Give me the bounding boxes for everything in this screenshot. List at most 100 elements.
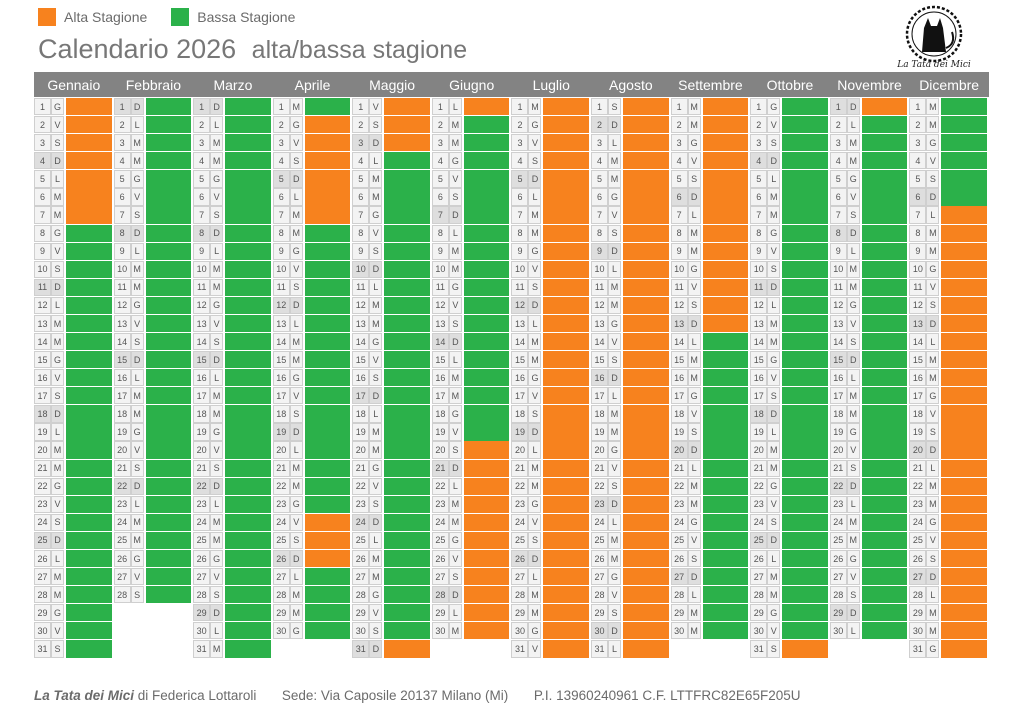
day-number: 10 — [431, 260, 449, 278]
bassa-season-bar — [702, 568, 749, 586]
day-row: 15 M — [511, 351, 591, 369]
bassa-season-bar — [304, 495, 351, 513]
alta-season-bar — [623, 477, 669, 495]
day-number: 22 — [511, 477, 529, 495]
alta-season-bar — [304, 531, 351, 550]
weekday-letter: S — [448, 568, 462, 586]
bassa-season-bar — [861, 242, 908, 260]
day-row: 11 M — [193, 278, 273, 296]
day-number: 22 — [909, 477, 927, 495]
bassa-season-bar — [782, 568, 828, 586]
weekday-letter: S — [528, 152, 542, 170]
weekday-letter: M — [289, 459, 303, 477]
day-row: 27 L — [511, 568, 591, 586]
day-number: 23 — [750, 495, 768, 513]
day-number: 2 — [909, 116, 927, 134]
bassa-season-bar — [463, 369, 510, 387]
weekday-letter: M — [926, 224, 940, 242]
day-row: 15 M — [670, 351, 751, 369]
weekday-letter: M — [289, 224, 303, 242]
day-row: 21 G — [352, 459, 432, 477]
alta-season-bar — [623, 369, 669, 387]
day-number: 14 — [750, 333, 768, 351]
day-number: 27 — [670, 568, 688, 586]
day-number: 27 — [352, 568, 370, 586]
weekday-letter: S — [926, 549, 940, 568]
day-row: 12 G — [193, 296, 273, 315]
weekday-letter: S — [130, 333, 144, 351]
month-maggio: Maggio 1 V 2 S 3 D 4 L 5 M 6 M 7 G 8 V 9 S 10 D 11 L 12 M 13 M 14 G 1… — [352, 72, 432, 664]
bassa-season-bar — [66, 314, 112, 333]
alta-season-bar — [623, 170, 669, 188]
day-number: 29 — [670, 604, 688, 622]
month-header: Marzo — [193, 72, 273, 97]
weekday-letter: D — [448, 586, 462, 604]
weekday-letter: G — [846, 296, 860, 315]
day-row: 11 L — [352, 278, 432, 296]
month-header: Dicembre — [909, 72, 989, 97]
day-number: 25 — [113, 531, 131, 550]
bassa-season-bar — [225, 459, 271, 477]
day-row: 13 M — [34, 314, 114, 333]
day-number: 21 — [909, 459, 927, 477]
day-number: 15 — [193, 351, 211, 369]
alta-season-bar — [543, 314, 590, 333]
day-number: 1 — [352, 98, 370, 116]
day-row: 14 D — [431, 333, 512, 351]
day-number: 13 — [431, 314, 449, 333]
day-row: 14 M — [34, 333, 114, 351]
day-row: 26 M — [352, 549, 432, 568]
alta-season-bar — [941, 622, 987, 640]
day-number: 2 — [193, 116, 211, 134]
day-row: 28 M — [511, 586, 591, 604]
weekday-letter: L — [926, 586, 940, 604]
day-row: 12 D — [272, 296, 353, 315]
weekday-letter: D — [130, 477, 144, 495]
bassa-season-bar — [782, 477, 828, 495]
bassa-season-bar — [702, 477, 749, 495]
day-number: 11 — [670, 278, 688, 296]
day-number: 28 — [591, 586, 609, 604]
day-number: 8 — [34, 224, 51, 242]
day-row: 16 G — [511, 369, 591, 387]
day-row: 20 D — [670, 441, 751, 459]
day-row: 24 G — [670, 513, 751, 531]
day-number: 5 — [193, 170, 211, 188]
weekday-letter: V — [130, 314, 144, 333]
weekday-letter: S — [130, 586, 144, 604]
weekday-letter: L — [210, 495, 224, 513]
weekday-letter: L — [210, 116, 224, 134]
alta-season-bar — [66, 188, 112, 206]
bassa-season-bar — [225, 387, 271, 405]
day-number: 14 — [829, 333, 847, 351]
day-row: 28 M — [272, 586, 353, 604]
day-row: 13 M — [352, 314, 432, 333]
bassa-season-bar — [66, 296, 112, 315]
bassa-season-bar — [463, 206, 510, 224]
day-row: 18 M — [113, 405, 194, 423]
weekday-letter: V — [210, 314, 224, 333]
weekday-letter: G — [767, 477, 781, 495]
day-number: 12 — [829, 296, 847, 315]
day-row: 23 V — [34, 495, 114, 513]
alta-season-bar — [941, 296, 987, 315]
weekday-letter: M — [448, 242, 462, 260]
day-number: 13 — [352, 314, 370, 333]
day-row: 22 M — [272, 477, 353, 495]
alta-season-bar — [623, 423, 669, 441]
alta-season-bar — [463, 495, 510, 513]
weekday-letter: M — [289, 477, 303, 495]
weekday-letter: G — [210, 296, 224, 315]
day-number: 5 — [829, 170, 847, 188]
